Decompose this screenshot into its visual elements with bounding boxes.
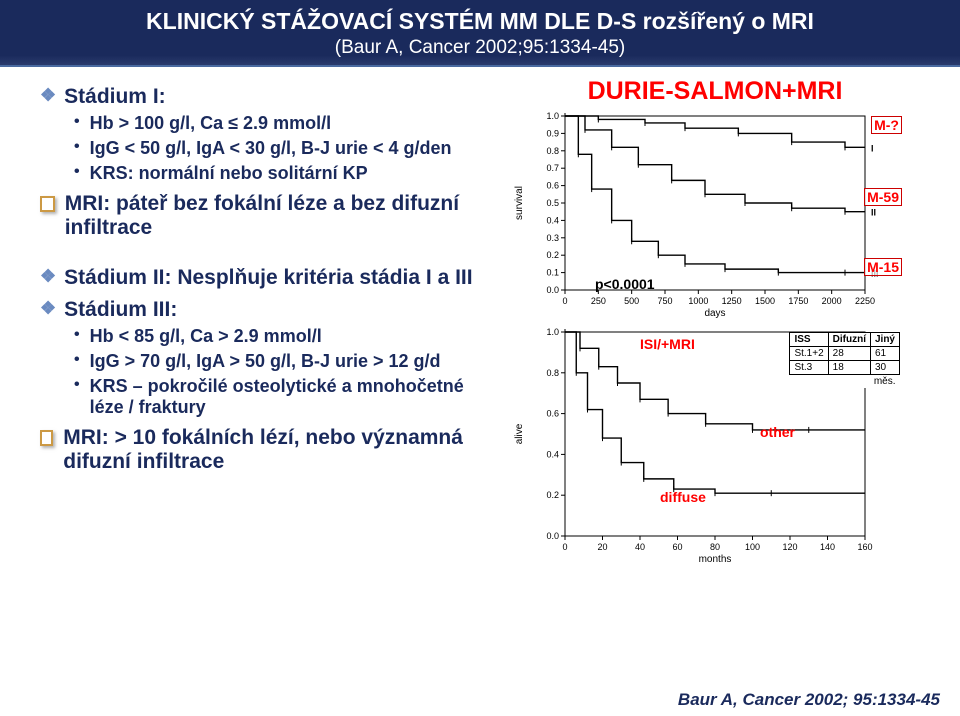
bullet-dot-icon: • — [74, 163, 80, 181]
svg-text:100: 100 — [745, 542, 760, 552]
s1-item: •Hb > 100 g/l, Ca ≤ 2.9 mmol/l — [74, 113, 500, 134]
s3-item: •Hb < 85 g/l, Ca > 2.9 mmol/l — [74, 326, 500, 347]
survival-chart-2: 0.0 0.2 0.4 0.6 0.8 1.0 0 20 40 60 80 100 120 140 160 m… — [510, 324, 910, 564]
table-row: ISS Difuzní Jiný — [790, 333, 900, 347]
s1-item: •KRS: normální nebo solitární KP — [74, 163, 500, 184]
table-row: St.3 18 30 — [790, 361, 900, 375]
svg-text:II: II — [871, 208, 876, 218]
s3-item: •KRS – pokročilé osteolytické a mnohočet… — [74, 376, 500, 418]
bullet-dot-icon: • — [74, 351, 80, 369]
chart2-label-other: other — [760, 424, 795, 440]
table-row: St.1+2 28 61 — [790, 347, 900, 361]
svg-text:140: 140 — [820, 542, 835, 552]
svg-text:160: 160 — [857, 542, 872, 552]
svg-text:40: 40 — [635, 542, 645, 552]
svg-text:60: 60 — [672, 542, 682, 552]
stadium-2-label: Stádium II: Nesplňuje kritéria stádia I … — [64, 266, 472, 290]
right-column: DURIE-SALMON+MRI 0.00.10.20.30.40.50.60.… — [500, 77, 920, 564]
bullet-dot-icon: • — [74, 326, 80, 344]
svg-text:0.3: 0.3 — [546, 233, 559, 243]
chart1-label-III: M-15 — [864, 258, 902, 276]
bullet-dot-icon: • — [74, 113, 80, 131]
stadium-3-label: Stádium III: — [64, 298, 177, 322]
left-column: ❖ Stádium I: •Hb > 100 g/l, Ca ≤ 2.9 mmo… — [10, 77, 500, 564]
slide-header: KLINICKÝ STÁŽOVACÍ SYSTÉM MM DLE D-S roz… — [0, 0, 960, 67]
svg-text:days: days — [704, 308, 725, 318]
diamond-icon: ❖ — [40, 85, 56, 106]
square-icon — [40, 430, 53, 446]
slide-title: KLINICKÝ STÁŽOVACÍ SYSTÉM MM DLE D-S roz… — [20, 8, 940, 35]
chart1-title: DURIE-SALMON+MRI — [510, 77, 920, 106]
chart2-label-diffuse: diffuse — [660, 489, 706, 505]
citation-footer: Baur A, Cancer 2002; 95:1334-45 — [678, 690, 940, 710]
chart2-overlay-title: ISI/+MRI — [640, 336, 695, 352]
survival-chart-1: 0.0 0.1 0.2 0.3 0.4 0.5 0.6 0.7 0.8 0.9 1.0 0 250 500… — [510, 108, 910, 318]
mri-1-box: MRI: páteř bez fokální léze a bez difuzn… — [40, 192, 500, 240]
svg-text:0.7: 0.7 — [546, 163, 559, 173]
svg-text:0.6: 0.6 — [546, 181, 559, 191]
chart1-label-II: M-59 — [864, 188, 902, 206]
svg-text:alive: alive — [514, 423, 525, 444]
svg-text:0.1: 0.1 — [546, 268, 559, 278]
svg-text:750: 750 — [657, 296, 672, 306]
mri-2-box: MRI: > 10 fokálních lézí, nebo významná … — [40, 426, 500, 474]
diamond-icon: ❖ — [40, 266, 56, 287]
svg-text:2000: 2000 — [822, 296, 842, 306]
svg-text:0.8: 0.8 — [546, 146, 559, 156]
slide-subtitle: (Baur A, Cancer 2002;95:1334-45) — [20, 37, 940, 59]
stadium-3-heading: ❖ Stádium III: — [40, 298, 500, 322]
svg-text:months: months — [699, 554, 732, 564]
stadium-1-heading: ❖ Stádium I: — [40, 85, 500, 109]
svg-text:120: 120 — [782, 542, 797, 552]
mri-1-text: MRI: páteř bez fokální léze a bez difuzn… — [65, 192, 500, 240]
square-icon — [40, 196, 55, 212]
svg-text:0.6: 0.6 — [546, 409, 559, 419]
svg-text:1750: 1750 — [788, 296, 808, 306]
svg-text:0.4: 0.4 — [546, 215, 559, 225]
svg-text:1500: 1500 — [755, 296, 775, 306]
svg-text:survival: survival — [514, 186, 525, 220]
s1-item: •IgG < 50 g/l, IgA < 30 g/l, B-J urie < … — [74, 138, 500, 159]
content-area: ❖ Stádium I: •Hb > 100 g/l, Ca ≤ 2.9 mmo… — [0, 67, 960, 564]
svg-text:0.2: 0.2 — [546, 250, 559, 260]
chart1-label-I: M-? — [871, 116, 902, 134]
diamond-icon: ❖ — [40, 298, 56, 319]
svg-text:0.0: 0.0 — [546, 531, 559, 541]
svg-text:0: 0 — [562, 296, 567, 306]
chart1-pvalue: p<0.0001 — [595, 276, 655, 292]
svg-text:0.9: 0.9 — [546, 128, 559, 138]
svg-text:1250: 1250 — [722, 296, 742, 306]
bullet-dot-icon: • — [74, 376, 80, 394]
svg-text:0.2: 0.2 — [546, 490, 559, 500]
svg-text:0.0: 0.0 — [546, 285, 559, 295]
chart1-svg: 0.0 0.1 0.2 0.3 0.4 0.5 0.6 0.7 0.8 0.9 1.0 0 250 500… — [510, 108, 910, 318]
svg-text:1.0: 1.0 — [546, 327, 559, 337]
stadium-2-heading: ❖ Stádium II: Nesplňuje kritéria stádia … — [40, 266, 500, 290]
svg-text:1.0: 1.0 — [546, 111, 559, 121]
stadium-1-label: Stádium I: — [64, 85, 166, 109]
svg-text:2250: 2250 — [855, 296, 875, 306]
svg-text:I: I — [871, 143, 874, 153]
bullet-dot-icon: • — [74, 138, 80, 156]
svg-text:250: 250 — [591, 296, 606, 306]
mri-2-text: MRI: > 10 fokálních lézí, nebo významná … — [63, 426, 500, 474]
chart2-table: ISS Difuzní Jiný St.1+2 28 61 St.3 18 30… — [789, 332, 900, 388]
svg-text:500: 500 — [624, 296, 639, 306]
svg-text:80: 80 — [710, 542, 720, 552]
svg-text:0.8: 0.8 — [546, 368, 559, 378]
table-row: měs. — [790, 375, 900, 389]
svg-text:0.4: 0.4 — [546, 449, 559, 459]
svg-text:20: 20 — [597, 542, 607, 552]
svg-text:1000: 1000 — [688, 296, 708, 306]
s3-item: •IgG > 70 g/l, IgA > 50 g/l, B-J urie > … — [74, 351, 500, 372]
svg-text:0.5: 0.5 — [546, 198, 559, 208]
svg-text:0: 0 — [562, 542, 567, 552]
